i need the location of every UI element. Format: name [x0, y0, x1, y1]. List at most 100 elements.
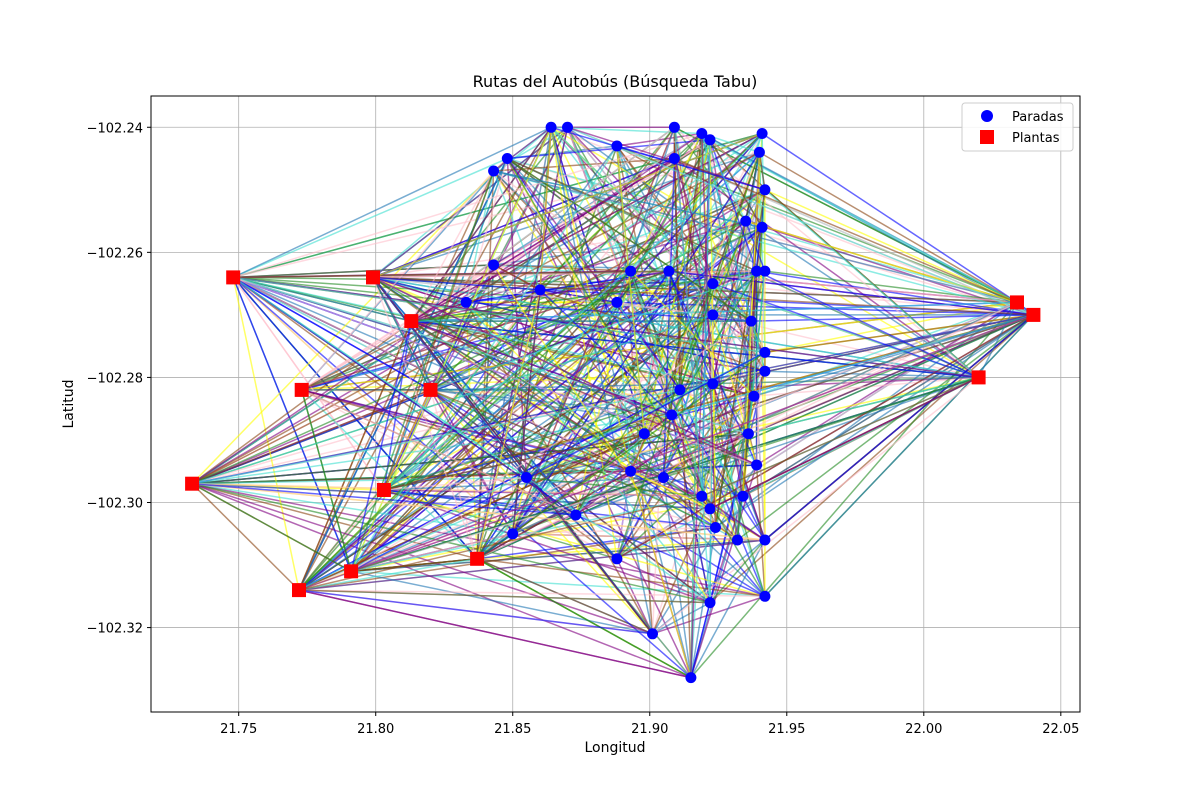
route-line	[616, 145, 646, 434]
route-line	[301, 389, 577, 516]
route-line	[493, 170, 632, 272]
route-line	[351, 558, 478, 573]
route-line	[383, 489, 766, 598]
stop-point	[742, 428, 754, 440]
route-line	[410, 170, 495, 322]
route-line	[764, 314, 1034, 597]
route-line	[476, 139, 711, 560]
route-line	[383, 151, 760, 491]
stop-point	[751, 265, 763, 277]
stop-point	[759, 534, 771, 546]
route-line	[758, 152, 766, 190]
route-line	[616, 301, 1018, 560]
route-line	[709, 139, 763, 228]
stop-point	[488, 165, 500, 177]
route-line	[191, 483, 352, 572]
route-line	[372, 126, 552, 278]
route-line	[616, 351, 766, 560]
stop-point	[685, 672, 697, 684]
route-line	[232, 157, 508, 279]
stop-point	[759, 590, 771, 602]
stop-point	[696, 128, 708, 139]
route-line	[493, 126, 552, 172]
plant-point	[423, 382, 438, 397]
stop-point	[704, 597, 716, 609]
route-line	[709, 139, 766, 191]
route-line	[232, 276, 692, 679]
plant-point	[366, 270, 380, 285]
route-line	[191, 482, 766, 598]
stop-point	[710, 522, 721, 533]
route-line	[372, 276, 541, 291]
route-line	[350, 320, 413, 572]
route-line	[298, 589, 711, 604]
route-line	[383, 432, 645, 491]
route-line	[715, 314, 1034, 529]
route-line	[550, 126, 766, 191]
legend-paradas-label: Paradas	[1012, 110, 1064, 125]
stop-point	[545, 121, 557, 133]
plant-point	[185, 476, 200, 491]
route-line	[756, 270, 979, 379]
stop-point	[488, 259, 500, 271]
plant-point	[376, 483, 391, 497]
route-line	[350, 126, 552, 572]
route-line	[372, 157, 675, 279]
route-line	[476, 314, 1034, 560]
route-line	[539, 289, 766, 372]
x-axis-label: Longitud	[584, 740, 645, 756]
route-line	[550, 127, 654, 634]
route-line	[410, 126, 569, 322]
route-lines	[191, 126, 1034, 679]
route-line	[465, 301, 711, 604]
route-line	[350, 351, 766, 572]
route-line	[476, 127, 569, 559]
route-line	[712, 314, 752, 322]
stop-point	[707, 278, 719, 290]
route-line	[232, 276, 711, 604]
route-line	[764, 189, 1018, 304]
route-line	[192, 432, 749, 485]
legend-paradas-marker	[981, 110, 993, 122]
route-line	[232, 132, 703, 279]
x-tick-label: 21.95	[768, 722, 805, 737]
route-line	[506, 158, 717, 528]
stop-point	[748, 390, 760, 402]
route-line	[301, 389, 664, 479]
stop-point	[611, 140, 623, 152]
route-line	[630, 470, 711, 510]
route-line	[668, 270, 714, 384]
stop-point	[501, 153, 513, 164]
stops-series	[460, 121, 771, 684]
stop-point	[562, 121, 573, 133]
stop-point	[740, 215, 752, 227]
stop-point	[756, 221, 768, 233]
route-line	[652, 376, 980, 635]
x-tick-label: 21.90	[631, 722, 668, 737]
stop-point	[460, 296, 472, 308]
route-line	[410, 126, 675, 322]
stop-point	[751, 459, 763, 471]
route-line	[629, 283, 714, 472]
stop-point	[696, 490, 708, 502]
route-line	[191, 483, 300, 591]
legend-plantas-label: Plantas	[1012, 131, 1060, 146]
route-line	[701, 139, 711, 497]
route-line	[629, 270, 711, 510]
route-line	[383, 489, 711, 604]
route-line	[671, 270, 758, 416]
route-line	[616, 558, 654, 635]
route-line	[372, 277, 432, 391]
route-line	[755, 464, 766, 597]
route-line	[233, 276, 713, 385]
route-line	[701, 376, 979, 497]
route-line	[232, 276, 478, 560]
route-line	[301, 139, 711, 391]
route-line	[192, 482, 765, 541]
route-line	[652, 601, 711, 635]
plant-point	[292, 583, 306, 598]
route-line	[300, 389, 352, 572]
route-line	[747, 271, 766, 434]
route-line	[372, 276, 654, 635]
route-line	[298, 126, 552, 591]
